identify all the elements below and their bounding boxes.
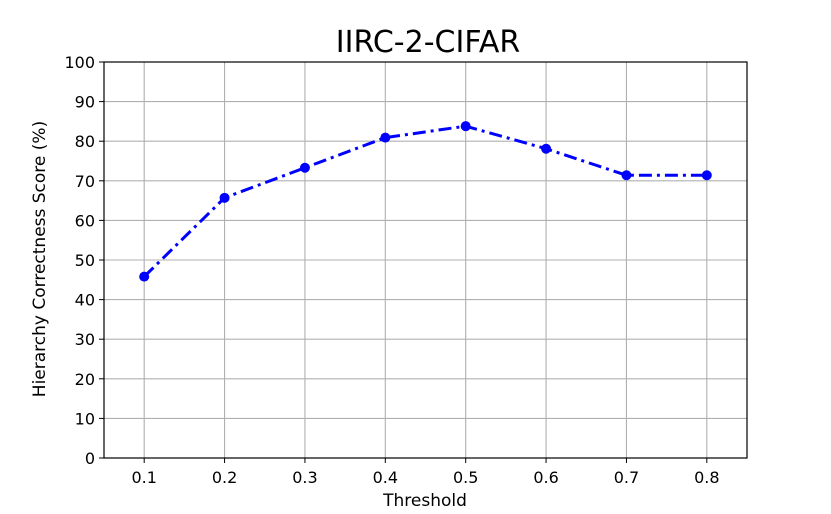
x-tick-label: 0.1	[131, 468, 156, 487]
data-point	[460, 121, 471, 132]
y-tick-label: 100	[64, 53, 95, 72]
y-tick-label: 60	[75, 211, 95, 230]
data-point	[701, 170, 712, 181]
x-tick-label: 0.6	[533, 468, 558, 487]
y-tick-label: 10	[75, 409, 95, 428]
data-point	[380, 132, 391, 143]
x-tick-label: 0.5	[453, 468, 478, 487]
chart-title: IIRC-2-CIFAR	[336, 25, 520, 60]
series-group	[139, 121, 712, 282]
y-tick-label: 80	[75, 132, 95, 151]
y-tick-label: 0	[85, 449, 95, 468]
y-tick-label: 90	[75, 93, 95, 112]
x-tick-label: 0.3	[292, 468, 317, 487]
data-point	[139, 271, 150, 282]
data-point	[621, 170, 632, 181]
ticks: 0 10 20 30 40 50 60 70 80 90 100 0.1 0.2 0.3 0.4 0.5 0.6…	[64, 53, 719, 487]
y-axis-label: Hierarchy Correctness Score (%)	[30, 121, 50, 397]
y-tick-label: 40	[75, 291, 95, 310]
grid	[104, 61, 747, 459]
y-tick-label: 20	[75, 370, 95, 389]
x-tick-label: 0.8	[694, 468, 719, 487]
series-line	[143, 124, 707, 278]
x-axis-label: Threshold	[382, 491, 467, 511]
y-tick-label: 70	[75, 172, 95, 191]
data-point	[299, 162, 310, 173]
x-tick-label: 0.7	[614, 468, 639, 487]
x-tick-label: 0.2	[212, 468, 237, 487]
x-tick-label: 0.4	[373, 468, 398, 487]
data-point	[541, 143, 552, 154]
y-tick-label: 30	[75, 330, 95, 349]
data-point	[219, 192, 230, 203]
y-tick-label: 50	[75, 251, 95, 270]
